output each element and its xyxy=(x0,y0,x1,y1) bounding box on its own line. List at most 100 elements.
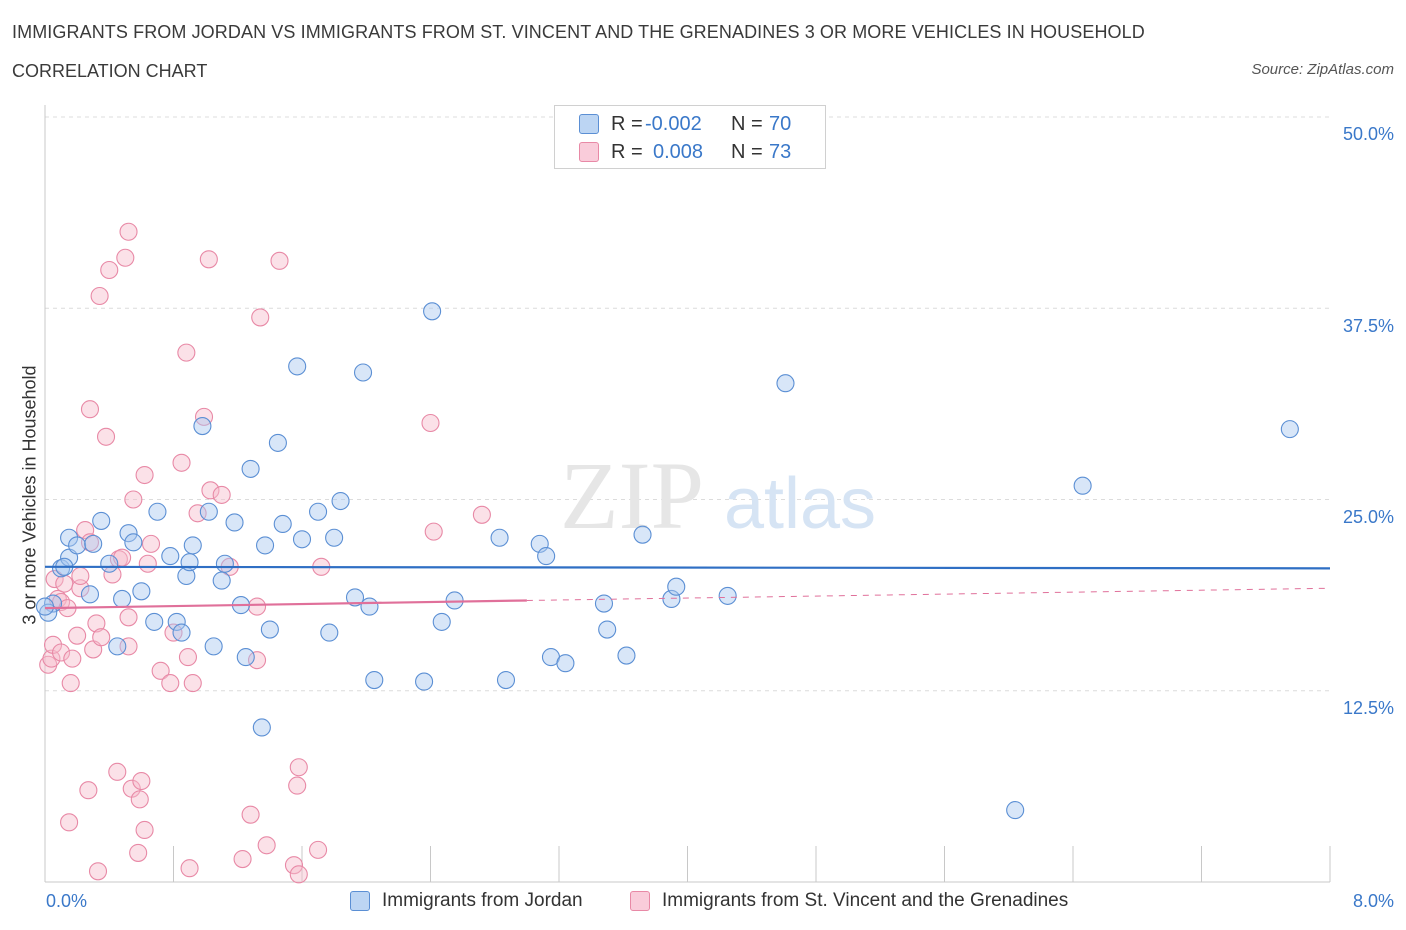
data-point-jordan xyxy=(145,612,164,631)
data-point-svg xyxy=(100,260,119,280)
data-point-svg xyxy=(61,674,80,693)
data-point-svg xyxy=(88,862,108,881)
data-point-jordan xyxy=(1073,476,1092,495)
data-point-jordan xyxy=(260,620,279,639)
data-point-jordan xyxy=(345,588,365,607)
data-point-jordan xyxy=(199,502,218,521)
data-point-svg xyxy=(289,865,308,884)
x-tick-label-min: 0.0% xyxy=(46,891,88,911)
data-point-svg xyxy=(71,566,90,586)
bottom-legend-swatch-jordan xyxy=(350,891,370,911)
y-axis-label: 3 or more Vehicles in Household xyxy=(19,365,40,625)
data-point-svg xyxy=(309,840,328,859)
watermark-atlas: atlas xyxy=(724,464,876,544)
legend-r-value-svg: 0.008 xyxy=(653,140,704,163)
bottom-legend-label-svg: Immigrants from St. Vincent and the Gren… xyxy=(662,890,1069,911)
data-point-svg xyxy=(96,427,116,446)
data-point-jordan xyxy=(132,582,151,601)
chart-subtitle: CORRELATION CHART xyxy=(12,61,208,81)
data-point-svg xyxy=(472,505,491,524)
trend-line-svg-extension xyxy=(526,587,1331,601)
data-point-jordan xyxy=(432,612,451,631)
data-point-svg xyxy=(247,651,267,670)
data-point-svg xyxy=(180,859,199,878)
data-point-svg xyxy=(130,790,149,809)
data-point-svg xyxy=(68,626,87,645)
data-point-jordan xyxy=(415,672,434,691)
data-point-jordan xyxy=(161,547,180,566)
data-point-svg xyxy=(124,490,143,509)
data-point-jordan xyxy=(325,528,344,547)
data-point-jordan xyxy=(204,637,223,656)
data-point-svg xyxy=(80,400,100,419)
data-point-jordan xyxy=(594,594,614,613)
legend-n-value-jordan: 70 xyxy=(769,112,792,135)
data-point-jordan xyxy=(236,648,255,667)
data-point-jordan xyxy=(490,528,509,547)
x-tick-label-max: 8.0% xyxy=(1352,891,1394,911)
data-point-svg xyxy=(138,554,157,573)
bottom-legend-svg: Immigrants from St. Vincent and the Gren… xyxy=(630,890,1068,912)
data-point-jordan xyxy=(92,511,111,530)
data-point-jordan xyxy=(496,670,516,690)
data-point-svg xyxy=(55,574,74,593)
data-point-svg xyxy=(177,343,196,362)
axes xyxy=(44,105,1331,883)
data-point-svg xyxy=(201,481,220,500)
data-point-jordan xyxy=(365,670,384,690)
data-point-svg xyxy=(52,643,71,662)
data-point-jordan xyxy=(84,534,103,553)
data-point-jordan xyxy=(617,646,636,665)
data-point-svg xyxy=(45,570,64,589)
data-point-jordan xyxy=(148,502,167,521)
data-point-svg xyxy=(119,608,138,627)
data-point-svg xyxy=(161,674,180,693)
watermark-zip: ZIP xyxy=(560,442,704,549)
data-point-svg xyxy=(135,465,154,485)
data-point-jordan xyxy=(113,589,132,609)
legend-row-svg: R = 0.008 N = 73 xyxy=(579,139,791,165)
data-point-svg xyxy=(79,781,98,800)
data-point-jordan xyxy=(172,623,191,642)
data-point-jordan xyxy=(80,585,100,604)
data-point-svg xyxy=(424,522,443,541)
trend-line-jordan xyxy=(44,565,1331,570)
watermark: ZIP atlas xyxy=(560,442,876,549)
data-point-svg xyxy=(60,813,79,832)
data-point-svg xyxy=(135,820,154,840)
data-point-jordan xyxy=(225,513,244,532)
series-jordan-points xyxy=(35,302,1299,820)
data-point-jordan xyxy=(360,597,379,616)
data-point-svg xyxy=(108,762,127,781)
data-point-jordan xyxy=(252,718,271,737)
bottom-legend-swatch-svg xyxy=(630,891,650,911)
legend-r-label: R = xyxy=(611,112,643,135)
y-tick-label: 12.5% xyxy=(1342,698,1394,718)
data-point-jordan xyxy=(241,459,260,478)
data-point-jordan xyxy=(268,433,287,452)
stats-legend: R = -0.002 N = 70 R = 0.008 N = 73 xyxy=(554,105,826,169)
data-point-jordan xyxy=(256,536,275,555)
data-point-jordan xyxy=(598,620,617,639)
data-point-svg xyxy=(270,251,289,270)
y-tick-label: 50.0% xyxy=(1342,124,1394,144)
data-point-svg xyxy=(212,485,231,504)
legend-r-value-jordan: -0.002 xyxy=(645,112,702,135)
data-point-jordan xyxy=(273,514,292,534)
data-point-jordan xyxy=(537,547,556,566)
data-point-jordan xyxy=(776,374,795,393)
data-point-jordan xyxy=(215,554,234,573)
data-point-jordan xyxy=(423,302,442,321)
data-point-jordan xyxy=(320,623,339,642)
data-point-jordan xyxy=(331,491,350,511)
data-point-svg xyxy=(87,614,106,633)
data-point-jordan xyxy=(100,554,119,573)
data-point-jordan xyxy=(35,597,55,616)
y-tick-label: 25.0% xyxy=(1342,507,1394,527)
data-point-svg xyxy=(288,776,307,795)
data-point-jordan xyxy=(633,525,652,544)
legend-row-jordan: R = -0.002 N = 70 xyxy=(579,111,791,137)
data-point-jordan xyxy=(108,637,127,656)
data-point-svg xyxy=(241,805,260,824)
data-point-svg xyxy=(257,836,276,855)
